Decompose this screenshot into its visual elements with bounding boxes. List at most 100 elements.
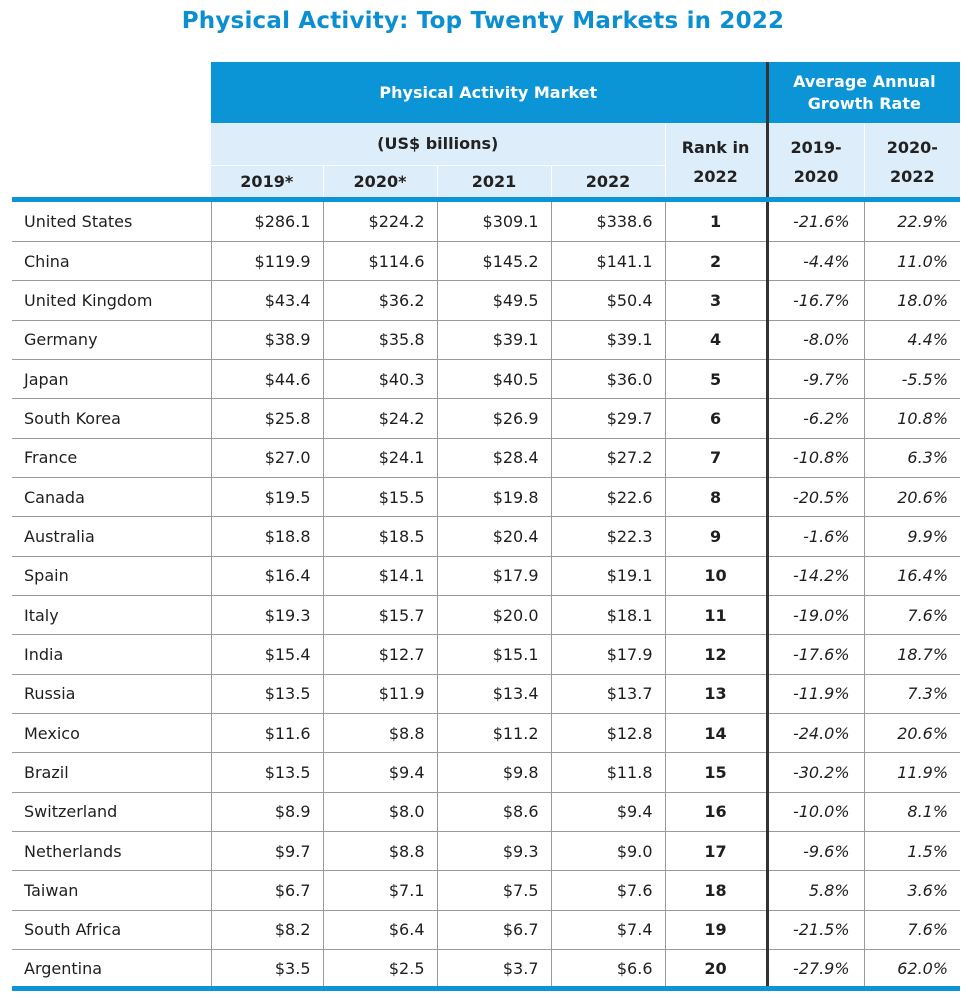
value-2022-cell: $50.4 [550, 280, 665, 321]
header-divider [12, 197, 961, 202]
value-2021-cell: $3.7 [436, 949, 551, 992]
value-2022-cell: $13.7 [550, 674, 665, 714]
value-2021-cell: $11.2 [436, 713, 551, 754]
table-row: Netherlands $9.7 $8.8 $9.3 $9.0 17 -9.6% 1.5% [12, 831, 961, 872]
growth-2019-2020-cell: -19.0% [765, 595, 865, 636]
year-col-2022: 2022 [550, 165, 665, 197]
country-cell: Italy [12, 595, 211, 636]
value-2021-cell: $9.8 [436, 752, 551, 793]
value-2019-cell: $11.6 [210, 713, 323, 754]
value-2020-cell: $114.6 [322, 241, 437, 282]
value-2020-cell: $18.5 [322, 516, 437, 557]
value-2019-cell: $6.7 [210, 870, 323, 911]
growth-2020-2022-cell: 11.9% [863, 752, 961, 793]
value-2022-cell: $39.1 [550, 320, 665, 360]
growth-2020-2022-cell: 8.1% [863, 792, 961, 833]
country-cell: South Africa [12, 910, 211, 951]
value-2019-cell: $13.5 [210, 752, 323, 793]
table-row: Spain $16.4 $14.1 $17.9 $19.1 10 -14.2% 16.4% [12, 556, 961, 596]
value-2021-cell: $7.5 [436, 870, 551, 911]
table-row: Argentina $3.5 $2.5 $3.7 $6.6 20 -27.9% 62.0% [12, 949, 961, 992]
value-2021-cell: $145.2 [436, 241, 551, 282]
table-row: Brazil $13.5 $9.4 $9.8 $11.8 15 -30.2% 11.9% [12, 752, 961, 793]
value-2022-cell: $17.9 [550, 634, 665, 675]
country-cell: Argentina [12, 949, 211, 992]
country-cell: France [12, 438, 211, 478]
value-2022-cell: $18.1 [550, 595, 665, 636]
value-2020-cell: $224.2 [322, 202, 437, 242]
country-cell: Germany [12, 320, 211, 360]
country-cell: Taiwan [12, 870, 211, 911]
growth-2019-2020-cell: -11.9% [765, 674, 865, 714]
growth-2020-2022-cell: 20.6% [863, 713, 961, 754]
value-2019-cell: $13.5 [210, 674, 323, 714]
value-2020-cell: $35.8 [322, 320, 437, 360]
value-2020-cell: $15.5 [322, 477, 437, 518]
value-2020-cell: $9.4 [322, 752, 437, 793]
growth-2020-2022-cell: 7.6% [863, 595, 961, 636]
value-2019-cell: $16.4 [210, 556, 323, 596]
units-header: (US$ billions) [211, 123, 665, 166]
growth-2020-2022-cell: 18.0% [863, 280, 961, 321]
growth-2019-2020-cell: -24.0% [765, 713, 865, 754]
growth-2019-2020-cell: -10.8% [765, 438, 865, 478]
growth-2019-2020-cell: -16.7% [765, 280, 865, 321]
rank-header-line1: Rank in [681, 138, 750, 157]
growth-2019-2020-cell: -9.7% [765, 359, 865, 400]
value-2021-cell: $20.0 [436, 595, 551, 636]
value-2021-cell: $13.4 [436, 674, 551, 714]
growth-2019-2020-cell: -6.2% [765, 398, 865, 439]
country-cell: United States [12, 202, 211, 242]
value-2020-cell: $8.8 [322, 831, 437, 872]
country-cell: Canada [12, 477, 211, 518]
value-2021-cell: $309.1 [436, 202, 551, 242]
value-2020-cell: $24.2 [322, 398, 437, 439]
value-2019-cell: $19.3 [210, 595, 323, 636]
year-col-2021: 2021 [436, 165, 551, 197]
table-row: France $27.0 $24.1 $28.4 $27.2 7 -10.8% 6.3% [12, 438, 961, 478]
value-2020-cell: $2.5 [322, 949, 437, 992]
rank-cell: 11 [664, 595, 768, 636]
country-cell: Switzerland [12, 792, 211, 833]
rank-cell: 19 [664, 910, 768, 951]
value-2022-cell: $22.6 [550, 477, 665, 518]
rank-cell: 20 [664, 949, 768, 992]
value-2020-cell: $14.1 [322, 556, 437, 596]
rank-cell: 2 [664, 241, 768, 282]
value-2019-cell: $8.9 [210, 792, 323, 833]
value-2021-cell: $28.4 [436, 438, 551, 478]
markets-table: Physical Activity Market Average Annual … [12, 62, 961, 992]
country-cell: Australia [12, 516, 211, 557]
country-cell: Japan [12, 359, 211, 400]
rank-cell: 3 [664, 280, 768, 321]
country-cell: Brazil [12, 752, 211, 793]
value-2022-cell: $7.4 [550, 910, 665, 951]
table-row: China $119.9 $114.6 $145.2 $141.1 2 -4.4% 11.0% [12, 241, 961, 282]
growth-group-header: Average Annual Growth Rate [765, 62, 961, 123]
table-row: United Kingdom $43.4 $36.2 $49.5 $50.4 3 -16.7… [12, 280, 961, 321]
growth-col-2019-2020: 2019- 2020 [765, 123, 865, 197]
growth-2020-2022-cell: 3.6% [863, 870, 961, 911]
table-row: United States $286.1 $224.2 $309.1 $338.6 1 -2… [12, 202, 961, 242]
value-2022-cell: $338.6 [550, 202, 665, 242]
value-2022-cell: $22.3 [550, 516, 665, 557]
country-cell: United Kingdom [12, 280, 211, 321]
growth-2019-2020-cell: -9.6% [765, 831, 865, 872]
growth-2019-2020-cell: -20.5% [765, 477, 865, 518]
growth-2019-2020-cell: -17.6% [765, 634, 865, 675]
market-group-header: Physical Activity Market [211, 62, 768, 123]
growth-2020-2022-cell: 20.6% [863, 477, 961, 518]
value-2020-cell: $8.0 [322, 792, 437, 833]
value-2019-cell: $25.8 [210, 398, 323, 439]
rank-cell: 7 [664, 438, 768, 478]
country-cell: India [12, 634, 211, 675]
rank-cell: 6 [664, 398, 768, 439]
table-header: Physical Activity Market Average Annual … [12, 62, 961, 202]
growth-2019-2020-cell: -8.0% [765, 320, 865, 360]
value-2022-cell: $9.0 [550, 831, 665, 872]
value-2019-cell: $286.1 [210, 202, 323, 242]
country-cell: Spain [12, 556, 211, 596]
year-col-2019: 2019* [211, 165, 323, 197]
growth-col-2020-2022: 2020- 2022 [863, 123, 961, 197]
rank-cell: 5 [664, 359, 768, 400]
